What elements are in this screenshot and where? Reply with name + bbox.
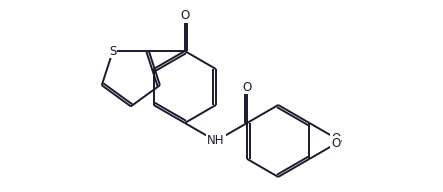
Text: S: S — [109, 45, 117, 58]
Text: NH: NH — [207, 134, 225, 147]
Text: O: O — [331, 132, 341, 145]
Text: O: O — [180, 9, 190, 22]
Text: O: O — [242, 80, 252, 94]
Text: O: O — [331, 137, 341, 150]
